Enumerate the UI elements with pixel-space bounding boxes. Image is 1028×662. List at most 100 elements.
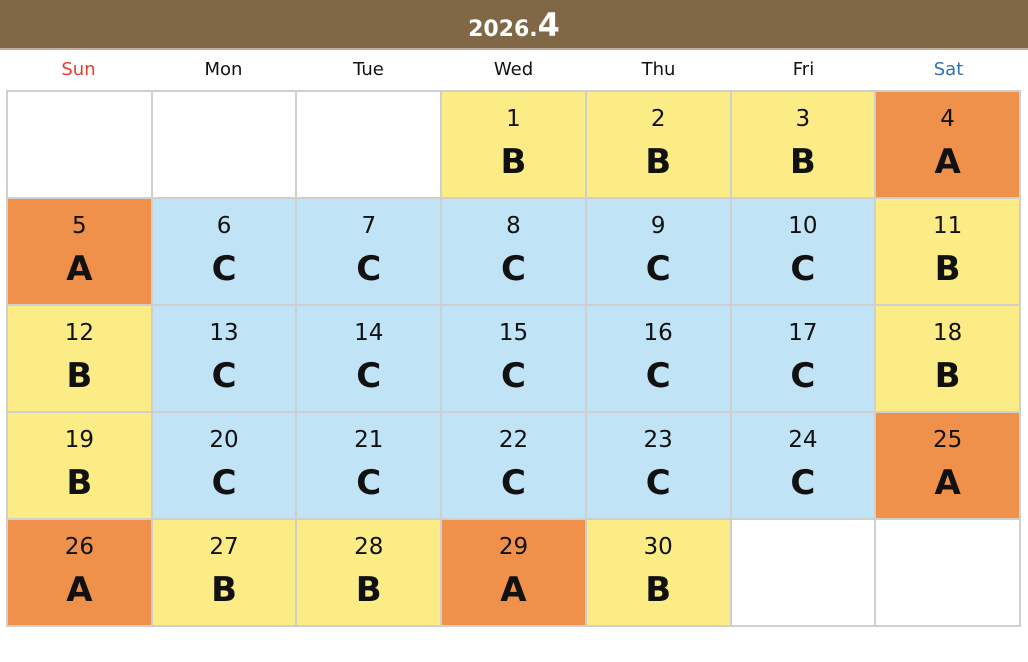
day-code: C — [211, 249, 237, 289]
day-number: 14 — [354, 320, 384, 346]
day-code: C — [645, 463, 671, 503]
day-number: 6 — [216, 213, 232, 239]
day-number: 9 — [650, 213, 666, 239]
day-code: B — [645, 142, 672, 182]
calendar-week: 26 A 27 B 28 B 29 A 30 B — [6, 518, 1021, 627]
weekday-fri: Fri — [792, 59, 815, 80]
day-number: 8 — [506, 213, 521, 239]
day-number: 11 — [932, 213, 963, 239]
calendar-header: 2026.4 — [0, 0, 1028, 50]
day-number: 4 — [940, 106, 955, 132]
calendar-day-cell: 14 C — [295, 304, 443, 413]
weekday-mon: Mon — [204, 59, 243, 80]
calendar-day-cell: 15 C — [440, 304, 587, 413]
weekday-tue: Tue — [353, 59, 384, 80]
day-code: C — [645, 249, 671, 289]
day-code: B — [66, 356, 93, 396]
calendar-day-cell: 20 C — [150, 411, 298, 520]
calendar-day-cell: 25 A — [874, 411, 1021, 520]
day-number: 18 — [932, 320, 963, 346]
calendar-day-cell: 10 C — [729, 197, 877, 306]
weekday-wed: Wed — [493, 59, 534, 80]
day-code: B — [66, 463, 93, 503]
day-code: C — [356, 356, 382, 396]
calendar-day-cell: 27 B — [150, 518, 298, 627]
day-code: C — [356, 249, 382, 289]
day-code: C — [645, 356, 671, 396]
day-number: 17 — [788, 320, 818, 346]
calendar-empty-cell — [295, 90, 443, 199]
day-code: B — [211, 570, 238, 610]
day-code: B — [645, 570, 672, 610]
calendar-week: 12 B 13 C 14 C 15 C 16 C 17 C 18 B — [6, 304, 1021, 413]
day-number: 20 — [209, 427, 239, 453]
day-code: B — [934, 249, 961, 289]
day-number: 16 — [643, 320, 673, 346]
weekday-sat: Sat — [933, 59, 964, 80]
day-code: B — [355, 570, 382, 610]
calendar-day-cell: 30 B — [584, 518, 732, 627]
header-month: 4 — [537, 6, 560, 44]
day-code: B — [934, 356, 961, 396]
day-number: 3 — [795, 106, 811, 132]
day-number: 27 — [209, 534, 239, 560]
weekday-row: Sun Mon Tue Wed Thu Fri Sat — [6, 50, 1021, 90]
day-number: 5 — [72, 213, 87, 239]
calendar-day-cell: 13 C — [150, 304, 298, 413]
day-number: 7 — [361, 213, 377, 239]
day-code: A — [934, 142, 961, 182]
day-code: B — [789, 142, 816, 182]
day-number: 13 — [209, 320, 239, 346]
day-code: C — [500, 356, 526, 396]
day-code: C — [790, 463, 816, 503]
day-code: C — [356, 463, 382, 503]
day-number: 23 — [643, 427, 673, 453]
day-code: C — [211, 356, 237, 396]
weekday-thu: Thu — [641, 59, 676, 80]
day-code: C — [500, 249, 526, 289]
day-code: B — [500, 142, 527, 182]
day-code: A — [66, 570, 93, 610]
day-number: 21 — [354, 427, 384, 453]
calendar-day-cell: 23 C — [584, 411, 732, 520]
calendar-day-cell: 12 B — [6, 304, 153, 413]
day-code: C — [500, 463, 526, 503]
calendar-week: 19 B 20 C 21 C 22 C 23 C 24 C 25 A — [6, 411, 1021, 520]
calendar-empty-cell — [6, 90, 153, 199]
calendar-empty-cell — [874, 518, 1021, 627]
day-code: A — [500, 570, 527, 610]
day-number: 30 — [643, 534, 673, 560]
day-number: 29 — [498, 534, 529, 560]
day-code: C — [790, 249, 816, 289]
calendar-day-cell: 11 B — [874, 197, 1021, 306]
day-number: 24 — [788, 427, 818, 453]
day-code: C — [790, 356, 816, 396]
calendar-day-cell: 16 C — [584, 304, 732, 413]
day-number: 10 — [788, 213, 818, 239]
calendar-grid: 1 B 2 B 3 B 4 A 5 A 6 C 7 C 8 C 9 C 10 C 11 B 12 B 13 C 14 C 15 C 16 C 1… — [6, 90, 1021, 627]
day-code: A — [934, 463, 961, 503]
day-number: 28 — [354, 534, 384, 560]
calendar-day-cell: 22 C — [440, 411, 587, 520]
weekday-sun: Sun — [61, 59, 96, 80]
day-code: C — [211, 463, 237, 503]
calendar-day-cell: 19 B — [6, 411, 153, 520]
day-number: 19 — [64, 427, 94, 453]
calendar-day-cell: 28 B — [295, 518, 443, 627]
day-number: 12 — [64, 320, 94, 346]
calendar-week: 5 A 6 C 7 C 8 C 9 C 10 C 11 B — [6, 197, 1021, 306]
day-number: 22 — [498, 427, 529, 453]
calendar-empty-cell — [150, 90, 298, 199]
calendar-day-cell: 26 A — [6, 518, 153, 627]
calendar-day-cell: 17 C — [729, 304, 877, 413]
day-code: A — [66, 249, 93, 289]
day-number: 1 — [506, 106, 521, 132]
